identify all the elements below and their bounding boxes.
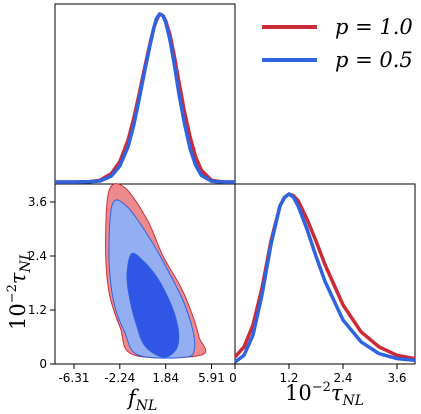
xtick-label-fnl-2: 1.84: [152, 371, 179, 385]
panel-bottom-right: [234, 183, 416, 365]
marginal-taunl-curves: [233, 192, 416, 364]
xtick-label-taunl-1: 1.2: [279, 371, 298, 385]
joint-contours: [105, 183, 207, 359]
xtick-label-taunl-0: 0: [229, 371, 237, 385]
legend: p = 1.0 p = 0.5: [262, 15, 413, 72]
panel-top-left: [54, 3, 236, 185]
ytick-label-taunl-1: 1.2: [28, 303, 47, 317]
legend-label-p05: p = 0.5: [335, 48, 413, 72]
axis-ticks: -6.31 -2.24 1.84 5.91 0 1.2 2.4 3.6 0 1.2 2.4 3.6: [28, 195, 407, 385]
xtick-label-fnl-3: 5.91: [198, 371, 225, 385]
ytick-label-taunl-2: 2.4: [28, 249, 47, 263]
ytick-label-taunl-0: 0: [39, 357, 47, 371]
xtick-label-fnl-1: -2.24: [104, 371, 135, 385]
xtick-label-fnl-0: -6.31: [58, 371, 89, 385]
series-line-fnl-0: [55, 12, 235, 184]
series-line-taunl-1: [233, 192, 416, 364]
legend-label-p1: p = 1.0: [335, 15, 413, 39]
y-axis-label-taunl: 10−2τNL: [5, 251, 34, 330]
xtick-label-taunl-2: 2.4: [333, 371, 352, 385]
ytick-label-taunl-3: 3.6: [28, 195, 47, 209]
xtick-label-taunl-3: 3.6: [387, 371, 406, 385]
x-axis-label-taunl: 10−2τNL: [285, 380, 364, 409]
series-line-fnl-1: [55, 12, 235, 184]
marginal-fnl-curves: [55, 12, 235, 184]
x-axis-label-fnl: fNL: [126, 386, 157, 414]
contour-3: [126, 252, 180, 358]
